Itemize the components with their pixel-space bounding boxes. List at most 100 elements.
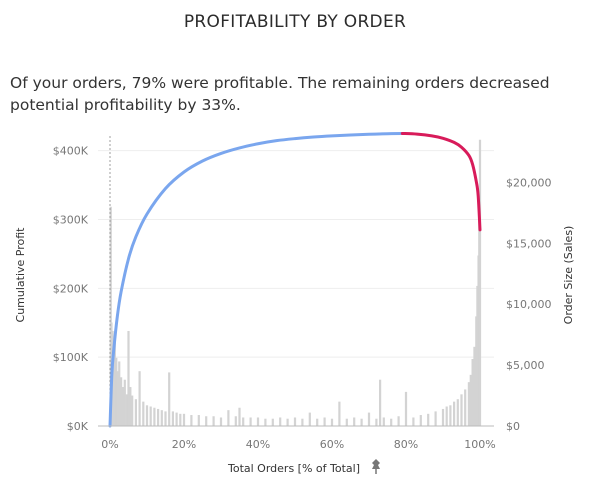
order-bar[interactable] — [445, 406, 448, 426]
order-bar[interactable] — [330, 418, 334, 426]
order-bar[interactable] — [129, 387, 132, 426]
order-bar[interactable] — [212, 416, 215, 426]
y-axis-left-ticks: $0K $100K $200K $300K $400K — [53, 145, 89, 433]
x-tick-label: 20% — [172, 438, 196, 451]
order-bar[interactable] — [149, 406, 152, 426]
gridlines — [98, 150, 494, 427]
order-bar[interactable] — [160, 410, 163, 426]
chart-subtitle: Of your orders, 79% were profitable. The… — [10, 74, 550, 114]
order-bar[interactable] — [419, 415, 422, 426]
order-bar[interactable] — [115, 357, 118, 426]
order-bar[interactable] — [121, 387, 125, 426]
order-bar[interactable] — [323, 417, 326, 426]
order-bar[interactable] — [301, 418, 304, 426]
order-bar[interactable] — [478, 139, 482, 426]
order-bar[interactable] — [179, 413, 182, 426]
order-bar[interactable] — [345, 418, 348, 426]
y-left-tick-label: $300K — [53, 213, 89, 226]
order-bar[interactable] — [238, 407, 241, 426]
order-bar[interactable] — [360, 418, 363, 426]
order-bar[interactable] — [471, 359, 474, 426]
order-bar[interactable] — [279, 417, 282, 426]
order-bar[interactable] — [113, 335, 116, 426]
order-bar[interactable] — [412, 417, 415, 426]
order-bar[interactable] — [473, 346, 476, 426]
order-bar[interactable] — [404, 391, 408, 426]
x-axis-ticks: 0% 20% 40% 60% 80% 100% — [101, 438, 495, 451]
order-bar[interactable] — [390, 418, 393, 426]
order-bar[interactable] — [256, 417, 260, 426]
order-bar[interactable] — [453, 401, 456, 426]
order-bar[interactable] — [109, 206, 112, 426]
order-bar[interactable] — [219, 417, 223, 426]
order-bar[interactable] — [118, 361, 121, 426]
order-bar[interactable] — [145, 405, 149, 426]
y-left-tick-label: $100K — [53, 351, 89, 364]
order-bar[interactable] — [123, 379, 126, 426]
order-bar[interactable] — [190, 415, 193, 426]
order-bar[interactable] — [125, 394, 128, 426]
order-bar[interactable] — [182, 413, 186, 426]
order-bar[interactable] — [469, 374, 472, 426]
order-bar[interactable] — [449, 405, 452, 426]
order-bar[interactable] — [397, 416, 400, 426]
y-axis-right-ticks: $0 $5,000 $10,000 $15,000 $20,000 — [506, 176, 552, 433]
order-bar[interactable] — [242, 417, 245, 426]
order-bar[interactable] — [382, 417, 385, 426]
order-bar[interactable] — [338, 401, 341, 426]
order-bar[interactable] — [153, 407, 156, 426]
order-bar[interactable] — [271, 418, 274, 426]
order-bar[interactable] — [116, 371, 119, 426]
order-bar[interactable] — [127, 330, 130, 426]
pin-icon[interactable] — [372, 459, 380, 474]
order-bar[interactable] — [316, 418, 319, 426]
order-bar[interactable] — [205, 416, 208, 426]
order-size-bars — [109, 139, 482, 426]
order-bar[interactable] — [367, 412, 371, 426]
order-bar[interactable] — [460, 394, 463, 426]
order-bar[interactable] — [175, 412, 178, 426]
x-tick-label: 100% — [464, 438, 495, 451]
cumulative-profit-line-unprofitable[interactable] — [400, 131, 482, 232]
order-bar[interactable] — [467, 382, 470, 426]
order-bar[interactable] — [171, 411, 174, 426]
order-bar[interactable] — [476, 285, 479, 426]
y-left-tick-label: $400K — [53, 145, 89, 158]
order-bar[interactable] — [168, 372, 171, 426]
y-right-tick-label: $5,000 — [506, 359, 545, 372]
order-bar[interactable] — [264, 418, 267, 426]
order-bar[interactable] — [131, 395, 134, 426]
y-left-tick-label: $0K — [67, 420, 89, 433]
order-bar[interactable] — [120, 377, 123, 426]
order-bar[interactable] — [464, 389, 467, 426]
order-bar[interactable] — [197, 415, 200, 426]
x-tick-label: 40% — [246, 438, 270, 451]
order-bar[interactable] — [379, 379, 382, 426]
order-bar[interactable] — [375, 418, 378, 426]
order-bar[interactable] — [249, 417, 252, 426]
y-right-tick-label: $15,000 — [506, 237, 552, 250]
y-right-tick-label: $10,000 — [506, 298, 552, 311]
order-bar[interactable] — [353, 417, 356, 426]
order-bar[interactable] — [427, 413, 430, 426]
order-bar[interactable] — [293, 417, 297, 426]
order-bar[interactable] — [475, 316, 478, 426]
x-axis-label: Total Orders [% of Total] — [227, 462, 360, 475]
order-bar[interactable] — [456, 399, 459, 426]
order-bar[interactable] — [434, 411, 437, 426]
order-bar[interactable] — [164, 411, 167, 426]
order-bar[interactable] — [308, 412, 311, 426]
order-bar[interactable] — [112, 365, 115, 426]
order-bar[interactable] — [286, 418, 289, 426]
order-bar[interactable] — [441, 408, 445, 426]
order-bar[interactable] — [157, 408, 160, 426]
x-tick-label: 80% — [394, 438, 418, 451]
order-bar[interactable] — [234, 416, 237, 426]
order-bar[interactable] — [142, 401, 145, 426]
order-bar[interactable] — [227, 410, 230, 426]
cumulative-profit-line-profitable[interactable] — [108, 131, 404, 428]
y-axis-left-label: Cumulative Profit — [14, 227, 27, 323]
order-bar[interactable] — [138, 371, 141, 426]
order-bar[interactable] — [134, 399, 137, 426]
